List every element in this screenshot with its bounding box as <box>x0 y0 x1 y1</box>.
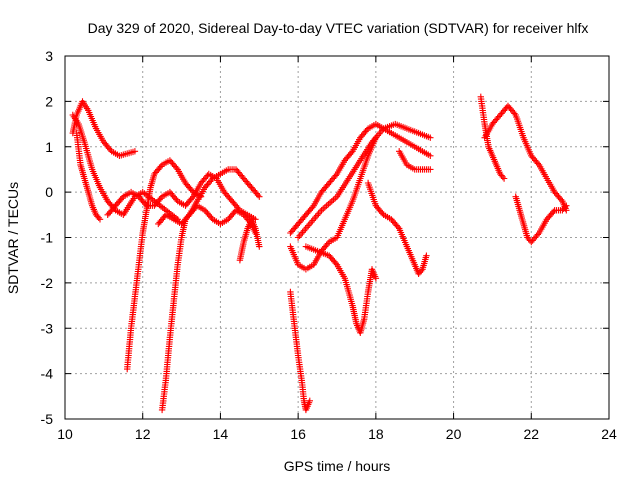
series-arc-10 <box>287 134 380 273</box>
series-arc-8 <box>236 216 263 264</box>
x-tick-label: 10 <box>57 426 73 442</box>
series-arc-12 <box>302 243 380 336</box>
series-arc-2 <box>73 129 104 223</box>
data-point <box>95 214 102 221</box>
data-point <box>394 223 402 231</box>
data-point <box>173 164 180 172</box>
data-point <box>427 152 434 159</box>
data-point <box>379 210 386 217</box>
series-arc-9 <box>287 288 313 414</box>
series-arc-14 <box>364 179 430 277</box>
data-point <box>427 166 434 173</box>
data-point <box>511 110 518 117</box>
series-arc-18 <box>512 193 570 246</box>
data-point <box>332 260 339 267</box>
data-markers <box>69 93 570 414</box>
series-arc-1 <box>69 98 139 159</box>
x-axis-label: GPS time / hours <box>284 458 391 474</box>
data-point <box>107 146 114 153</box>
series-arc-4 <box>124 157 205 373</box>
data-point <box>550 208 557 215</box>
data-point <box>142 201 149 208</box>
series-arc-15 <box>396 148 434 173</box>
y-tick-label: 2 <box>45 93 53 109</box>
chart-title: Day 329 of 2020, Sidereal Day-to-day VTE… <box>88 20 589 36</box>
x-tick-label: 16 <box>290 426 306 442</box>
data-point <box>208 214 215 221</box>
x-tick-label: 14 <box>213 426 229 442</box>
x-tick-label: 20 <box>446 426 462 442</box>
y-axis-label: SDTVAR / TECUs <box>5 182 21 294</box>
data-point <box>534 231 541 238</box>
x-tick-label: 12 <box>135 426 151 442</box>
data-point <box>256 243 263 250</box>
data-point <box>372 275 380 282</box>
y-tick-label: -1 <box>41 230 54 246</box>
x-tick-label: 18 <box>368 426 384 442</box>
y-tick-label: 1 <box>45 139 53 155</box>
data-point <box>500 175 508 182</box>
series-arc-7 <box>155 166 263 228</box>
data-point <box>188 195 196 202</box>
x-tick-labels: 10 12 14 16 18 20 22 24 <box>57 426 617 442</box>
series-arc-13 <box>294 120 434 241</box>
data-point <box>184 213 192 220</box>
y-tick-label: -4 <box>41 366 54 382</box>
data-point <box>306 397 313 404</box>
data-point <box>563 202 570 209</box>
data-point <box>427 134 434 141</box>
data-point <box>118 195 126 202</box>
data-point <box>256 193 263 200</box>
x-tick-label: 24 <box>601 426 617 442</box>
y-tick-label: -2 <box>41 275 54 291</box>
data-point <box>534 160 541 167</box>
data-point <box>157 195 164 202</box>
axis-ticks <box>64 55 610 420</box>
data-point <box>324 240 332 247</box>
data-point <box>557 196 565 203</box>
data-point <box>157 163 164 170</box>
y-tick-labels: -5 -4 -3 -2 -1 0 1 2 3 <box>41 48 54 427</box>
x-tick-label: 22 <box>523 426 539 442</box>
series-arc-16 <box>477 93 508 182</box>
data-point <box>499 173 506 181</box>
data-point <box>423 252 430 259</box>
series-arc-3 <box>69 111 181 223</box>
data-point <box>348 149 355 156</box>
data-point <box>418 267 425 274</box>
data-point <box>332 172 339 179</box>
y-tick-label: -3 <box>41 320 54 336</box>
series-arc-6 <box>158 202 259 414</box>
y-tick-label: 0 <box>45 184 53 200</box>
y-tick-label: 3 <box>45 48 53 64</box>
y-tick-label: -5 <box>41 411 54 427</box>
data-point <box>131 148 139 155</box>
data-point <box>96 216 104 223</box>
